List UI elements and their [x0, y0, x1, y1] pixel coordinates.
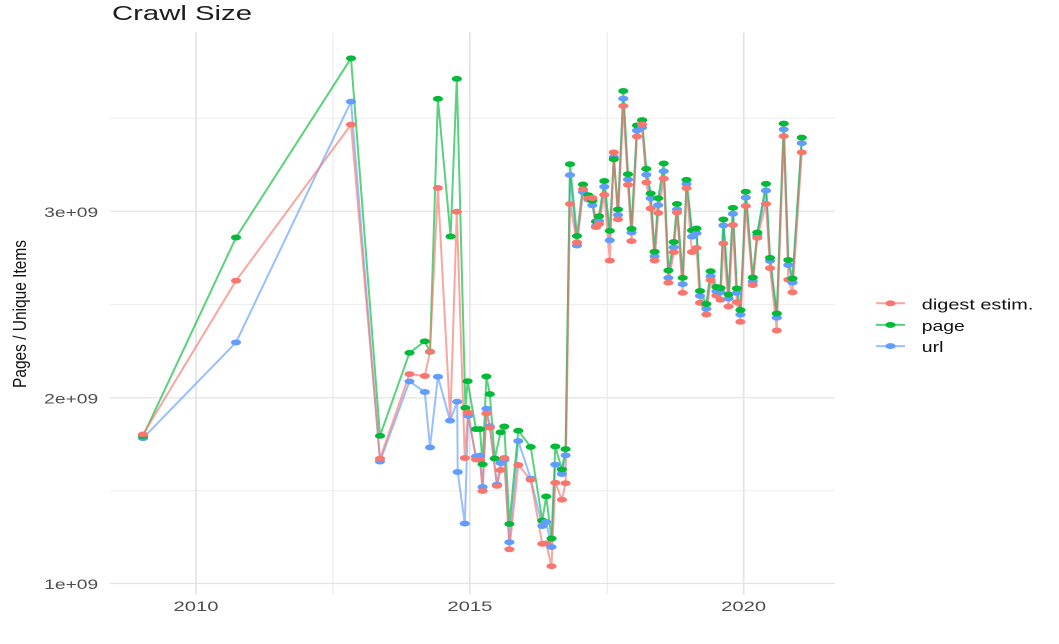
svg-text:2e+09: 2e+09 — [44, 392, 98, 407]
svg-text:1e+09: 1e+09 — [44, 577, 98, 592]
svg-text:2010: 2010 — [174, 599, 219, 614]
svg-text:page: page — [922, 319, 965, 335]
svg-text:2015: 2015 — [447, 599, 492, 614]
svg-text:url: url — [922, 340, 944, 356]
svg-text:3e+09: 3e+09 — [44, 205, 98, 220]
svg-text:Pages / Unique Items: Pages / Unique Items — [11, 240, 30, 388]
svg-text:Crawl Size: Crawl Size — [112, 2, 252, 25]
svg-text:2020: 2020 — [721, 599, 766, 614]
svg-text:digest estim.: digest estim. — [922, 297, 1034, 313]
